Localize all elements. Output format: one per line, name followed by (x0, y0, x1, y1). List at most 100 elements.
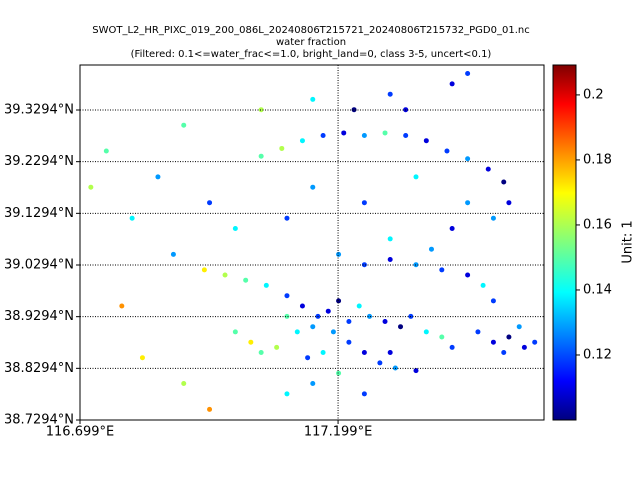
water-point (485, 166, 491, 172)
water-point (336, 251, 342, 257)
y-tick-label: 39.2294°N (4, 154, 74, 169)
water-point (501, 350, 507, 356)
water-point (232, 226, 238, 232)
water-point (367, 313, 373, 319)
water-point (181, 122, 187, 128)
water-point (310, 381, 316, 387)
water-point (387, 350, 393, 356)
water-point (361, 391, 367, 397)
water-point (356, 303, 362, 309)
water-point (449, 344, 455, 350)
water-point (310, 96, 316, 102)
water-point (480, 282, 486, 288)
y-tick-label: 39.0294°N (4, 258, 74, 273)
water-point (465, 272, 471, 278)
x-tick-label: 116.699°E (46, 425, 114, 440)
water-point (439, 334, 445, 340)
water-point (506, 200, 512, 206)
water-point (465, 156, 471, 162)
water-point (139, 355, 145, 361)
plot-frame (79, 64, 545, 421)
water-point (88, 184, 94, 190)
water-point (336, 370, 342, 376)
water-point (490, 298, 496, 304)
water-point (279, 145, 285, 151)
water-point (243, 277, 249, 283)
water-point (258, 153, 264, 159)
water-point (516, 324, 522, 330)
water-point (423, 138, 429, 144)
water-point (532, 339, 538, 345)
water-point (325, 308, 331, 314)
colorbar-tick-label: 0.2 (583, 87, 604, 102)
water-point (449, 226, 455, 232)
water-point (232, 329, 238, 335)
colorbar (552, 64, 577, 421)
water-point (258, 107, 264, 113)
water-point (299, 138, 305, 144)
water-point (310, 324, 316, 330)
y-tick-label: 38.9294°N (4, 309, 74, 324)
water-point (475, 329, 481, 335)
water-point (439, 267, 445, 273)
water-point (413, 368, 419, 374)
water-point (336, 298, 342, 304)
plot-area (88, 71, 538, 412)
chart-title: SWOT_L2_HR_PIXC_019_200_086L_20240806T21… (92, 25, 529, 36)
water-point (222, 272, 228, 278)
water-point (387, 91, 393, 97)
y-tick-label: 39.1294°N (4, 206, 74, 221)
water-point (284, 313, 290, 319)
water-point (129, 215, 135, 221)
water-point (346, 339, 352, 345)
y-tick-label: 38.7294°N (4, 413, 74, 428)
water-point (361, 200, 367, 206)
filter-note: (Filtered: 0.1<=water_frac<=1.0, bright_… (131, 49, 492, 60)
water-point (377, 360, 383, 366)
water-point (258, 350, 264, 356)
colorbar-label: Unit: 1 (621, 220, 636, 263)
water-point (428, 246, 434, 252)
colorbar-tick-label: 0.16 (583, 217, 612, 232)
water-point (310, 184, 316, 190)
water-point (263, 282, 269, 288)
water-point (207, 200, 213, 206)
water-point (449, 81, 455, 87)
water-point (284, 293, 290, 299)
water-point (382, 319, 388, 325)
water-point (361, 133, 367, 139)
water-point (341, 130, 347, 136)
water-point (284, 215, 290, 221)
water-point (465, 200, 471, 206)
water-point (444, 148, 450, 154)
water-point (207, 406, 213, 412)
water-point (351, 107, 357, 113)
chart-subtitle: water fraction (276, 37, 346, 48)
water-point (403, 133, 409, 139)
water-point (387, 257, 393, 263)
water-point (465, 71, 471, 77)
water-point (320, 350, 326, 356)
water-point (170, 251, 176, 257)
water-point (119, 303, 125, 309)
water-point (521, 344, 527, 350)
colorbar-tick-label: 0.12 (583, 347, 612, 362)
water-point (201, 267, 207, 273)
water-point (387, 236, 393, 242)
water-point (181, 381, 187, 387)
water-point (361, 262, 367, 268)
water-point (274, 344, 280, 350)
water-point (305, 355, 311, 361)
water-point (284, 391, 290, 397)
water-point (346, 319, 352, 325)
water-point (490, 215, 496, 221)
water-point (155, 174, 161, 180)
water-point (423, 329, 429, 335)
water-point (294, 329, 300, 335)
water-point (506, 334, 512, 340)
water-point (501, 179, 507, 185)
colorbar-tick-label: 0.18 (583, 152, 612, 167)
water-point (103, 148, 109, 154)
